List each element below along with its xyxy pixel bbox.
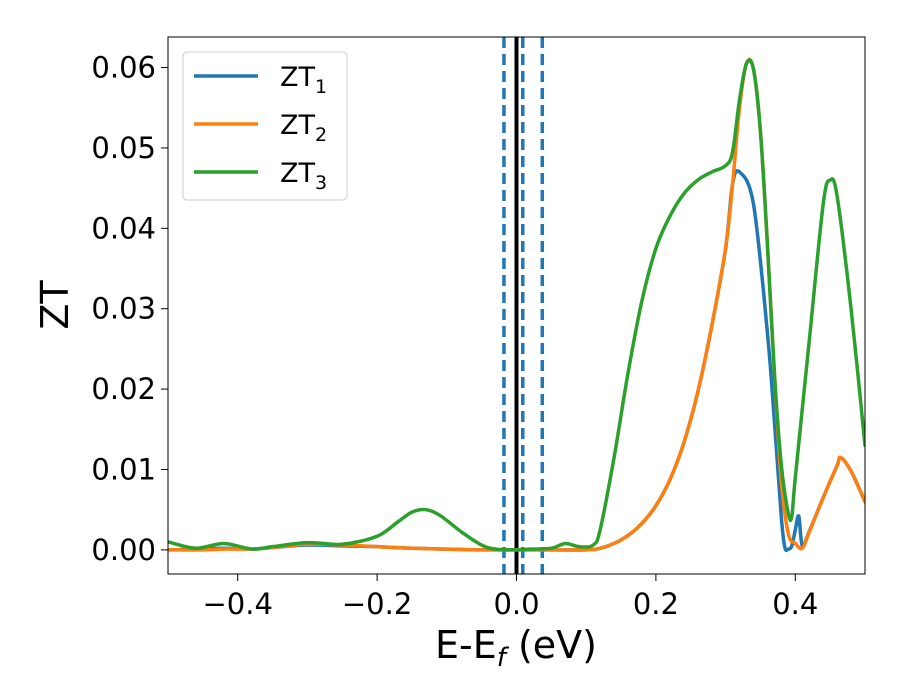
legend-label-zt3: ZT3 (280, 158, 327, 194)
y-tick-label: 0.00 (91, 533, 156, 567)
y-tick-label: 0.05 (91, 131, 156, 165)
series-line-zt2 (168, 57, 865, 552)
reference-lines (502, 37, 545, 574)
legend: ZT1 ZT2 ZT3 (182, 51, 348, 201)
y-tick-label: 0.01 (91, 452, 156, 486)
y-axis-label: ZT (33, 280, 77, 330)
data-series (168, 57, 865, 553)
x-axis-label: E-Ef (eV) (435, 623, 597, 673)
x-tick-label: 0.2 (633, 587, 679, 621)
x-axis-ticks: −0.4 −0.2 0.0 0.2 0.4 (202, 574, 818, 621)
y-tick-label: 0.03 (91, 292, 156, 326)
legend-label-zt2: ZT2 (280, 110, 327, 146)
x-tick-label: 0.4 (772, 587, 818, 621)
series-line-zt3 (168, 58, 865, 552)
x-tick-label: −0.2 (342, 587, 412, 621)
y-tick-label: 0.04 (91, 211, 156, 245)
y-tick-label: 0.02 (91, 372, 156, 406)
y-axis-ticks: 0.00 0.01 0.02 0.03 0.04 0.05 0.06 (91, 51, 168, 567)
x-tick-label: 0.0 (493, 587, 539, 621)
legend-label-zt1: ZT1 (280, 62, 327, 98)
y-tick-label: 0.06 (91, 51, 156, 85)
x-tick-label: −0.4 (202, 587, 272, 621)
legend-frame (182, 51, 348, 201)
